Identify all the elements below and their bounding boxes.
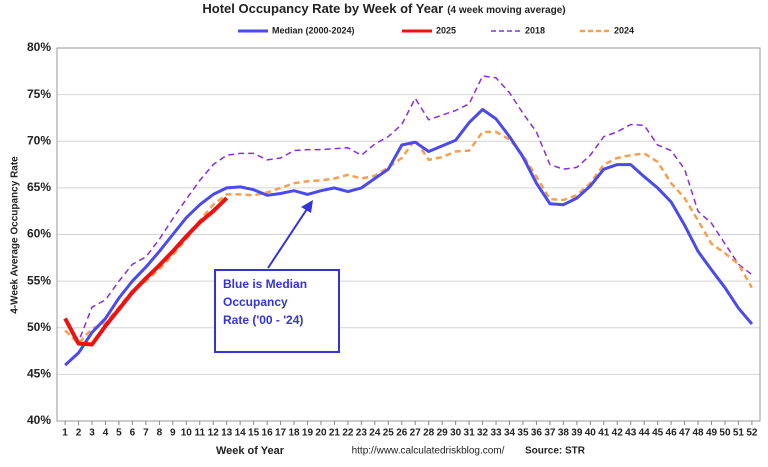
x-tick-label: 5 [116, 428, 122, 439]
x-tick-label: 6 [130, 428, 136, 439]
series-line [64, 108, 754, 367]
x-tick-label: 51 [733, 428, 745, 439]
x-tick-label: 44 [639, 428, 651, 439]
x-tick-label: 48 [692, 428, 704, 439]
x-tick-label: 39 [571, 428, 583, 439]
x-tick-label: 49 [706, 428, 718, 439]
annotation-text: Rate ('00 - '24) [223, 313, 303, 327]
legend-label: 2025 [436, 25, 456, 35]
x-tick-label: 13 [221, 428, 233, 439]
y-tick-label: 40% [27, 413, 51, 427]
x-tick-label: 43 [625, 428, 637, 439]
x-tick-label: 29 [437, 428, 449, 439]
y-tick-label: 75% [27, 87, 51, 101]
annotation-text: Blue is Median [223, 277, 307, 291]
x-tick-label: 46 [666, 428, 678, 439]
legend-label: 2018 [525, 25, 545, 35]
y-tick-label: 60% [27, 227, 51, 241]
source-url: http://www.calculatedriskblog.com/ [352, 446, 505, 457]
x-tick-label: 33 [490, 428, 502, 439]
x-tick-label: 34 [504, 428, 516, 439]
x-tick-label: 18 [288, 428, 300, 439]
x-tick-label: 2 [76, 428, 82, 439]
series-line [64, 130, 753, 345]
x-tick-label: 24 [369, 428, 381, 439]
legend-label: Median (2000-2024) [272, 25, 355, 35]
x-tick-label: 12 [208, 428, 220, 439]
legend-label: 2024 [614, 25, 634, 35]
x-tick-label: 19 [302, 428, 314, 439]
x-tick-label: 3 [89, 428, 95, 439]
y-tick-label: 80% [27, 40, 51, 54]
x-tick-label: 27 [410, 428, 422, 439]
y-axis-label: 4-Week Average Occupancy Rate [10, 156, 21, 314]
annotation-arrowhead [301, 200, 313, 213]
x-tick-label: 7 [143, 428, 149, 439]
x-tick-label: 8 [157, 428, 163, 439]
x-tick-label: 26 [396, 428, 408, 439]
x-tick-label: 11 [194, 428, 205, 439]
x-tick-label: 37 [544, 428, 556, 439]
annotation-text: Occupancy [223, 295, 288, 309]
annotation-box [214, 269, 340, 353]
source: Source: STR [525, 446, 586, 457]
x-tick-label: 40 [585, 428, 597, 439]
chart-subtitle: (4 week moving average) [447, 5, 565, 16]
x-tick-label: 50 [719, 428, 731, 439]
x-tick-label: 21 [329, 428, 341, 439]
x-tick-label: 15 [248, 428, 260, 439]
x-axis-label: Week of Year [216, 445, 285, 457]
chart-title: Hotel Occupancy Rate by Week of Year [202, 1, 443, 16]
x-tick-label: 14 [235, 428, 247, 439]
x-tick-label: 42 [612, 428, 624, 439]
series-line [63, 196, 229, 347]
y-tick-label: 65% [27, 180, 51, 194]
x-tick-label: 9 [170, 428, 176, 439]
x-tick-label: 28 [423, 428, 435, 439]
x-tick-label: 23 [356, 428, 368, 439]
x-tick-label: 20 [315, 428, 327, 439]
y-tick-label: 70% [27, 133, 51, 147]
x-tick-label: 30 [450, 428, 462, 439]
x-tick-label: 32 [477, 428, 489, 439]
annotation-arrow [267, 205, 310, 269]
x-tick-label: 17 [275, 428, 287, 439]
y-tick-label: 45% [27, 367, 51, 381]
series-line [64, 75, 753, 343]
x-tick-label: 25 [383, 428, 395, 439]
plot-frame [56, 47, 761, 422]
x-tick-label: 1 [62, 428, 68, 439]
x-tick-label: 36 [531, 428, 543, 439]
x-tick-label: 35 [517, 428, 529, 439]
x-tick-label: 38 [558, 428, 570, 439]
x-tick-label: 31 [464, 428, 476, 439]
y-tick-label: 50% [27, 320, 51, 334]
x-tick-label: 10 [181, 428, 193, 439]
x-tick-label: 16 [262, 428, 274, 439]
x-tick-label: 47 [679, 428, 691, 439]
x-tick-label: 41 [598, 428, 610, 439]
x-tick-label: 45 [652, 428, 664, 439]
x-tick-label: 4 [103, 428, 109, 439]
chart-title-group: Hotel Occupancy Rate by Week of Year (4 w… [202, 1, 565, 16]
x-tick-label: 22 [342, 428, 354, 439]
y-tick-label: 55% [27, 273, 51, 287]
x-tick-label: 52 [746, 428, 758, 439]
